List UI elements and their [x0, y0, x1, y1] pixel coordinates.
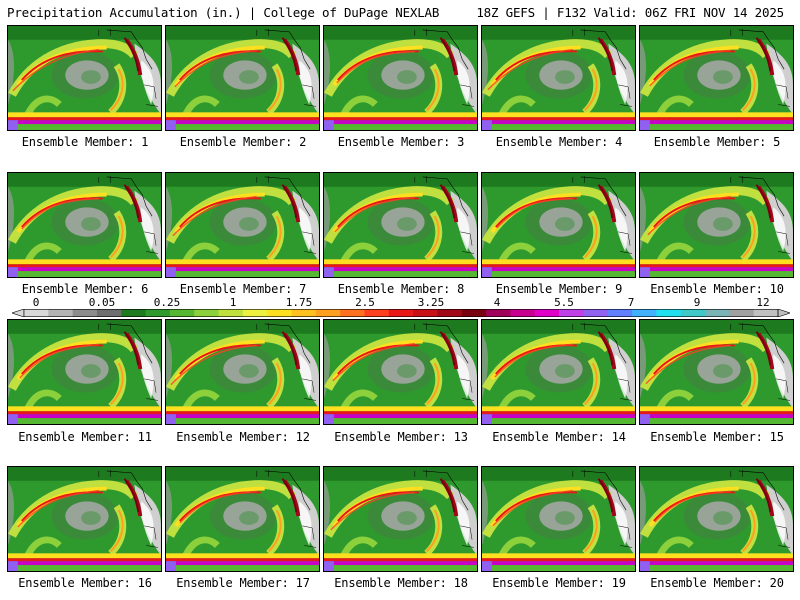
colorbar-swatch [510, 309, 536, 317]
colorbar-swatch [607, 309, 633, 317]
ensemble-member-map-19 [481, 466, 636, 572]
colorbar-swatch [48, 309, 74, 317]
ensemble-member-label: Ensemble Member: 17 [176, 576, 310, 590]
ensemble-member-label: Ensemble Member: 2 [179, 135, 307, 149]
ensemble-member-map-14 [481, 319, 636, 425]
colorbar-tick-label: 0 [32, 296, 40, 309]
colorbar-swatch [437, 309, 463, 317]
colorbar-swatch [194, 309, 220, 317]
ensemble-member-label: Ensemble Member: 8 [337, 282, 465, 296]
ensemble-member-label: Ensemble Member: 9 [495, 282, 623, 296]
ensemble-member-map-5 [639, 25, 794, 131]
colorbar-swatch [145, 309, 171, 317]
colorbar-tick-label: 2.5 [355, 296, 375, 309]
colorbar-tick-label: 3.25 [417, 296, 445, 309]
ensemble-member-map-6 [7, 172, 162, 278]
colorbar-swatch [753, 309, 779, 317]
colorbar-tick-label: 0.05 [88, 296, 116, 309]
colorbar-swatch [24, 309, 49, 317]
ensemble-member-map-2 [165, 25, 320, 131]
ensemble-member-map-10 [639, 172, 794, 278]
ensemble-member-map-4 [481, 25, 636, 131]
colorbar-swatch [534, 309, 560, 317]
ensemble-member-map-20 [639, 466, 794, 572]
ensemble-member-label: Ensemble Member: 13 [334, 430, 468, 444]
colorbar-swatch [705, 309, 730, 317]
ensemble-member-label: Ensemble Member: 4 [495, 135, 623, 149]
colorbar-swatch [486, 309, 511, 317]
colorbar-swatch [559, 309, 584, 317]
ensemble-member-label: Ensemble Member: 6 [21, 282, 149, 296]
colorbar-swatch [72, 309, 98, 317]
colorbar-swatch [169, 309, 195, 317]
ensemble-member-map-17 [165, 466, 320, 572]
colorbar-tick-label: 9 [693, 296, 701, 309]
ensemble-member-label: Ensemble Member: 18 [334, 576, 468, 590]
ensemble-member-label: Ensemble Member: 7 [179, 282, 307, 296]
ensemble-member-label: Ensemble Member: 14 [492, 430, 626, 444]
ensemble-member-label: Ensemble Member: 19 [492, 576, 626, 590]
ensemble-member-label: Ensemble Member: 1 [21, 135, 149, 149]
ensemble-member-label: Ensemble Member: 11 [18, 430, 152, 444]
colorbar-left-arrow [12, 309, 25, 317]
ensemble-member-map-1 [7, 25, 162, 131]
colorbar-swatch [315, 309, 341, 317]
colorbar-swatch [388, 309, 414, 317]
ensemble-member-label: Ensemble Member: 16 [18, 576, 152, 590]
chart-title: Precipitation Accumulation (in.) | Colle… [7, 5, 440, 20]
colorbar-swatch [267, 309, 293, 317]
colorbar-swatch [96, 309, 122, 317]
ensemble-member-map-8 [323, 172, 478, 278]
colorbar-swatch [583, 309, 609, 317]
ensemble-member-label: Ensemble Member: 10 [650, 282, 784, 296]
colorbar-swatch [242, 309, 268, 317]
colorbar-tick-label: 12 [756, 296, 770, 309]
colorbar-swatch [461, 309, 487, 317]
ensemble-member-map-3 [323, 25, 478, 131]
colorbar-swatch [632, 309, 657, 317]
colorbar-swatch [364, 309, 390, 317]
ensemble-member-map-9 [481, 172, 636, 278]
colorbar-swatch [340, 309, 366, 317]
colorbar-tick-label: 4 [493, 296, 501, 309]
ensemble-member-label: Ensemble Member: 12 [176, 430, 310, 444]
model-run-info: 18Z GEFS | F132 Valid: 06Z FRI NOV 14 20… [476, 5, 784, 20]
ensemble-member-label: Ensemble Member: 15 [650, 430, 784, 444]
ensemble-member-map-13 [323, 319, 478, 425]
colorbar-swatch [413, 309, 438, 317]
colorbar-tick-label: 7 [627, 296, 635, 309]
colorbar [12, 309, 790, 317]
colorbar-swatch [218, 309, 244, 317]
colorbar-tick-label: 0.25 [153, 296, 181, 309]
colorbar-swatch [121, 309, 147, 317]
ensemble-member-label: Ensemble Member: 3 [337, 135, 465, 149]
ensemble-member-label: Ensemble Member: 20 [650, 576, 784, 590]
colorbar-swatch [680, 309, 706, 317]
colorbar-tick-label: 1 [229, 296, 237, 309]
colorbar-swatch [729, 309, 755, 317]
ensemble-member-map-12 [165, 319, 320, 425]
ensemble-member-map-16 [7, 466, 162, 572]
ensemble-member-label: Ensemble Member: 5 [653, 135, 781, 149]
ensemble-member-map-11 [7, 319, 162, 425]
colorbar-swatch [291, 309, 317, 317]
ensemble-member-map-15 [639, 319, 794, 425]
colorbar-swatch [656, 309, 682, 317]
colorbar-tick-label: 5.5 [554, 296, 574, 309]
ensemble-member-map-7 [165, 172, 320, 278]
colorbar-tick-label: 1.75 [285, 296, 313, 309]
ensemble-member-map-18 [323, 466, 478, 572]
colorbar-right-arrow [777, 309, 790, 317]
